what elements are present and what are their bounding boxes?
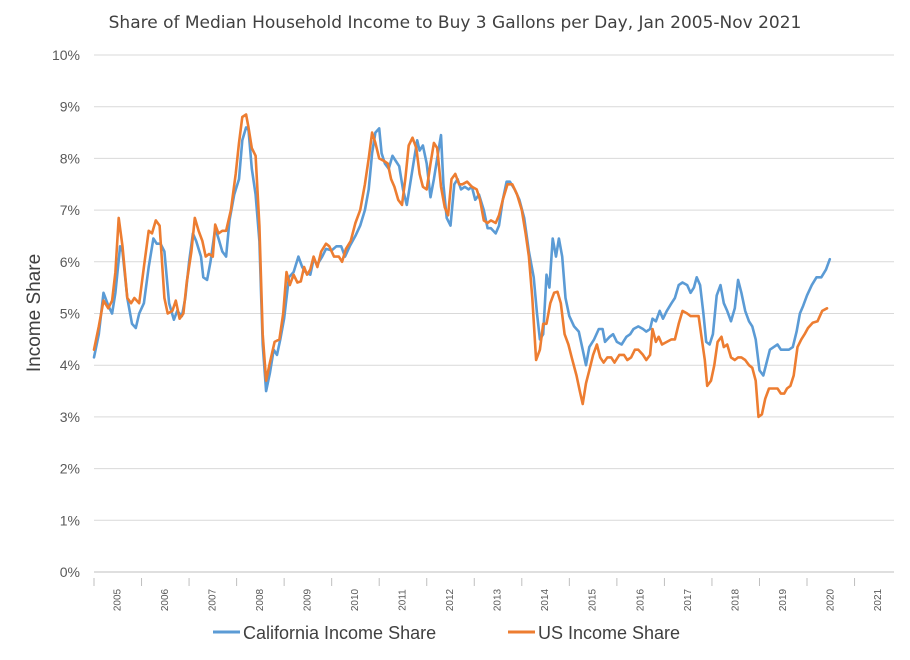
chart-title: Share of Median Household Income to Buy … [109,13,802,33]
series-lines [92,113,832,419]
y-tick-labels: 0% 1% 2% 3% 4% 5% 6% 7% 8% 9% 10% [52,47,80,580]
x-tick-label: 2018 [730,588,741,611]
y-tick-label: 6% [60,254,80,270]
x-tick-label: 2017 [683,588,694,611]
x-tick-label: 2009 [303,588,314,611]
y-tick-label: 0% [60,564,80,580]
y-tick-label: 8% [60,150,80,166]
x-tick-label: 2021 [873,588,884,611]
y-tick-label: 1% [60,512,80,528]
grid-lines [94,54,894,573]
x-tick-label: 2005 [112,588,123,611]
x-tick-label: 2020 [825,588,836,611]
y-tick-label: 2% [60,461,80,477]
x-tick-label: 2012 [445,588,456,611]
y-axis-label: Income Share [24,254,45,372]
y-tick-label: 7% [60,202,80,218]
legend: California Income Share US Income Share [213,623,680,643]
y-tick-label: 9% [60,99,80,115]
x-tick-label: 2016 [635,588,646,611]
y-tick-label: 10% [52,47,80,63]
y-tick-label: 5% [60,306,80,322]
x-tick-label: 2019 [778,588,789,611]
x-tick-label: 2010 [350,588,361,611]
x-tick-label: 2015 [588,588,599,611]
x-tick-label: 2006 [160,588,171,611]
y-tick-label: 3% [60,409,80,425]
series-line-california [92,126,832,393]
legend-label-california: California Income Share [243,623,436,643]
x-tick-label: 2007 [207,588,218,611]
x-tick-label: 2013 [493,588,504,611]
x-tick-label: 2014 [540,588,551,611]
y-tick-label: 4% [60,357,80,373]
series-line-us [92,113,829,419]
x-tick-label: 2008 [255,588,266,611]
legend-label-us: US Income Share [538,623,680,643]
x-tick-labels: 2005 2006 2007 2008 2009 2010 2011 2012 2013 2014… [93,578,884,611]
x-tick-label: 2011 [398,589,409,611]
